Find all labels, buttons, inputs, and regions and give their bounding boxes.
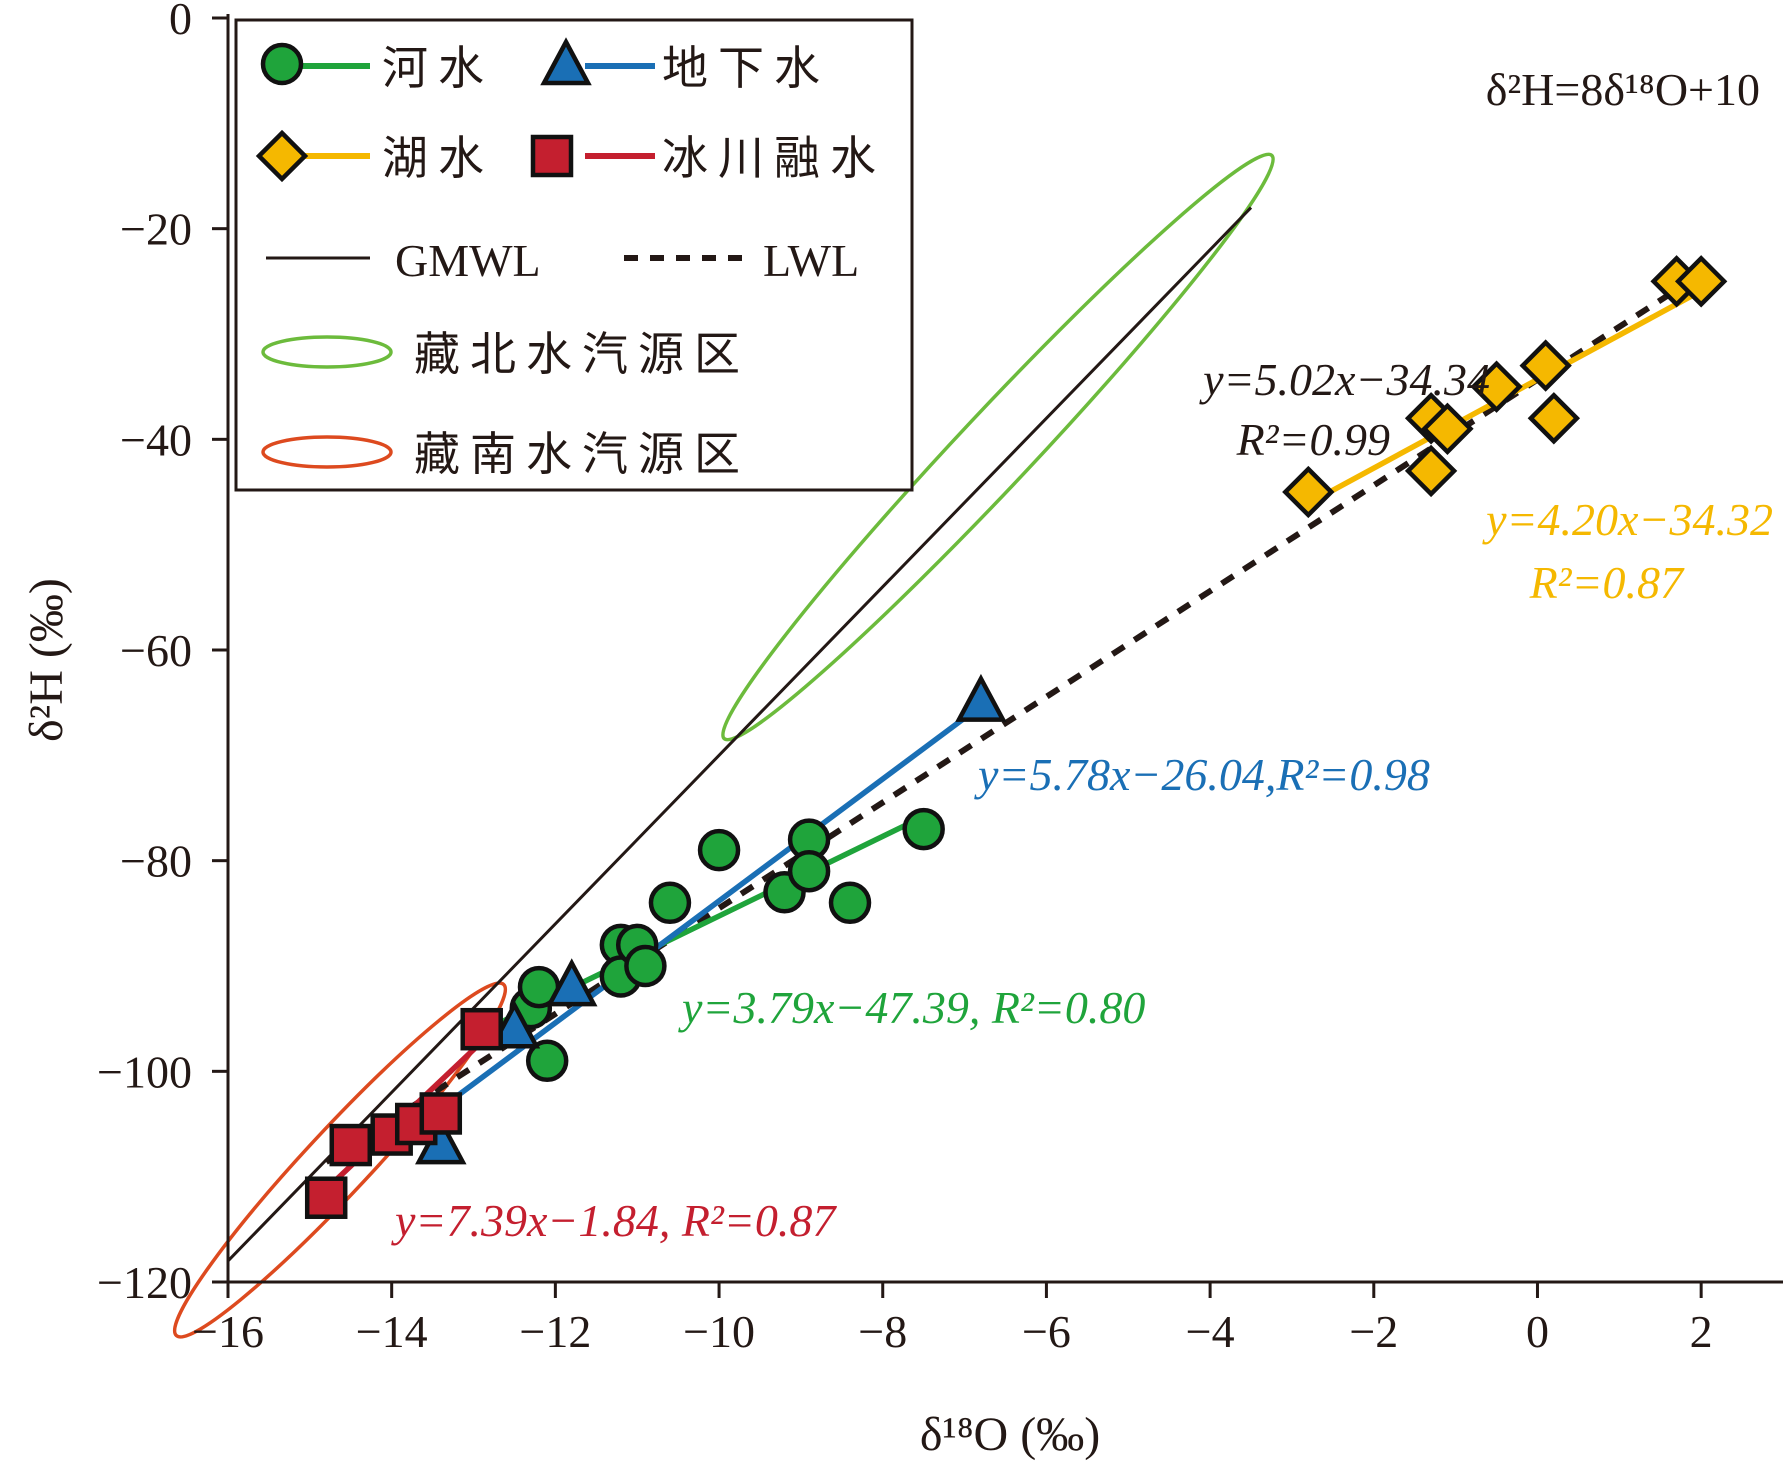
x-tick-label: −10 <box>683 1306 755 1357</box>
glacier-point <box>460 1007 503 1051</box>
lake-point <box>1404 444 1458 498</box>
legend-river-marker <box>260 42 304 86</box>
x-tick-label: −8 <box>858 1306 907 1357</box>
legend-north-ellipse <box>261 335 393 369</box>
glacier-equation: y=7.39x−1.84, R²=0.87 <box>391 1195 837 1246</box>
axes-layer: −16 −14 −12 −10 −8 −6 −4 −2 0 20−20−40−60−80−100−… <box>20 0 1783 1461</box>
lake-point <box>1421 402 1474 455</box>
legend-river-label: 河水 <box>382 41 494 95</box>
groundwater-point <box>545 958 598 1007</box>
legend-north-label: 藏北水汽源区 <box>414 327 750 381</box>
y-tick-label: −40 <box>120 414 192 465</box>
legend-lwl-label: LWL <box>763 235 859 286</box>
lake-point <box>1527 392 1581 445</box>
x-tick-label: −6 <box>1022 1306 1071 1357</box>
gmwl-equation: δ²H=8δ¹⁸O+10 <box>1486 64 1760 115</box>
river-point <box>828 881 872 925</box>
lwl-equation: y=5.02x−34.34 <box>1199 354 1490 405</box>
groundwater-point <box>955 673 1007 722</box>
x-tick-label: −14 <box>356 1306 428 1357</box>
x-tick-label: −16 <box>192 1306 264 1357</box>
annotations-layer: δ²H=8δ¹⁸O+10 y=5.02x−34.34 R²=0.99 y=4.20x−… <box>391 64 1773 1246</box>
river-point <box>648 881 692 925</box>
glacier-point <box>329 1123 373 1167</box>
lake-point <box>1470 360 1523 413</box>
y-tick-label: −80 <box>120 836 192 887</box>
north-source-ellipse <box>721 152 1275 742</box>
groundwater-point <box>488 1000 541 1049</box>
river-point <box>624 944 667 988</box>
x-tick-label: −4 <box>1186 1306 1235 1357</box>
lake-point <box>1674 255 1728 308</box>
river-point <box>787 849 831 893</box>
gmwl-line <box>226 206 1253 1262</box>
lake-point <box>1282 465 1335 519</box>
y-tick-label: −100 <box>97 1046 192 1097</box>
lwl-r2: R²=0.99 <box>1236 414 1390 465</box>
x-tick-label: 0 <box>1526 1306 1549 1357</box>
legend-lake-label: 湖水 <box>382 131 494 185</box>
lake-point <box>1519 339 1572 392</box>
legend-gmwl-label: GMWL <box>395 235 541 286</box>
y-tick-label: 0 <box>169 0 192 44</box>
legend-south-label: 藏南水汽源区 <box>414 427 750 481</box>
x-tick-label: 2 <box>1690 1306 1713 1357</box>
glacier-point <box>419 1092 463 1135</box>
y-tick-label: −60 <box>120 625 192 676</box>
y-tick-label: −120 <box>97 1257 192 1308</box>
data-points-layer <box>304 255 1728 1219</box>
river-equation: y=3.79x−47.39, R²=0.80 <box>678 982 1145 1033</box>
x-tick-label: −2 <box>1349 1306 1398 1357</box>
y-axis-title: δ²H (‰) <box>20 578 73 742</box>
river-point <box>902 807 945 851</box>
x-axis-title: δ¹⁸O (‰) <box>920 1408 1100 1461</box>
river-point <box>525 1039 569 1083</box>
legend-south-ellipse <box>261 435 393 469</box>
legend-lake-marker <box>255 129 309 183</box>
legend-glacier-marker <box>530 134 574 178</box>
groundwater-equation: y=5.78x−26.04,R²=0.98 <box>974 749 1430 800</box>
glacier-point <box>304 1176 348 1219</box>
lake-equation: y=4.20x−34.32 <box>1482 494 1773 545</box>
y-tick-label: −20 <box>120 204 192 255</box>
legend-groundwater-label: 地下水 <box>662 41 830 95</box>
legend-box <box>234 18 914 492</box>
river-point <box>697 828 741 872</box>
south-source-ellipse <box>172 981 508 1339</box>
lwl-line <box>324 281 1687 1165</box>
x-tick-label: −12 <box>519 1306 591 1357</box>
legend-groundwater-marker <box>540 37 592 86</box>
lake-r2: R²=0.87 <box>1529 557 1685 608</box>
legend-glacier-label: 冰川融水 <box>662 131 886 185</box>
